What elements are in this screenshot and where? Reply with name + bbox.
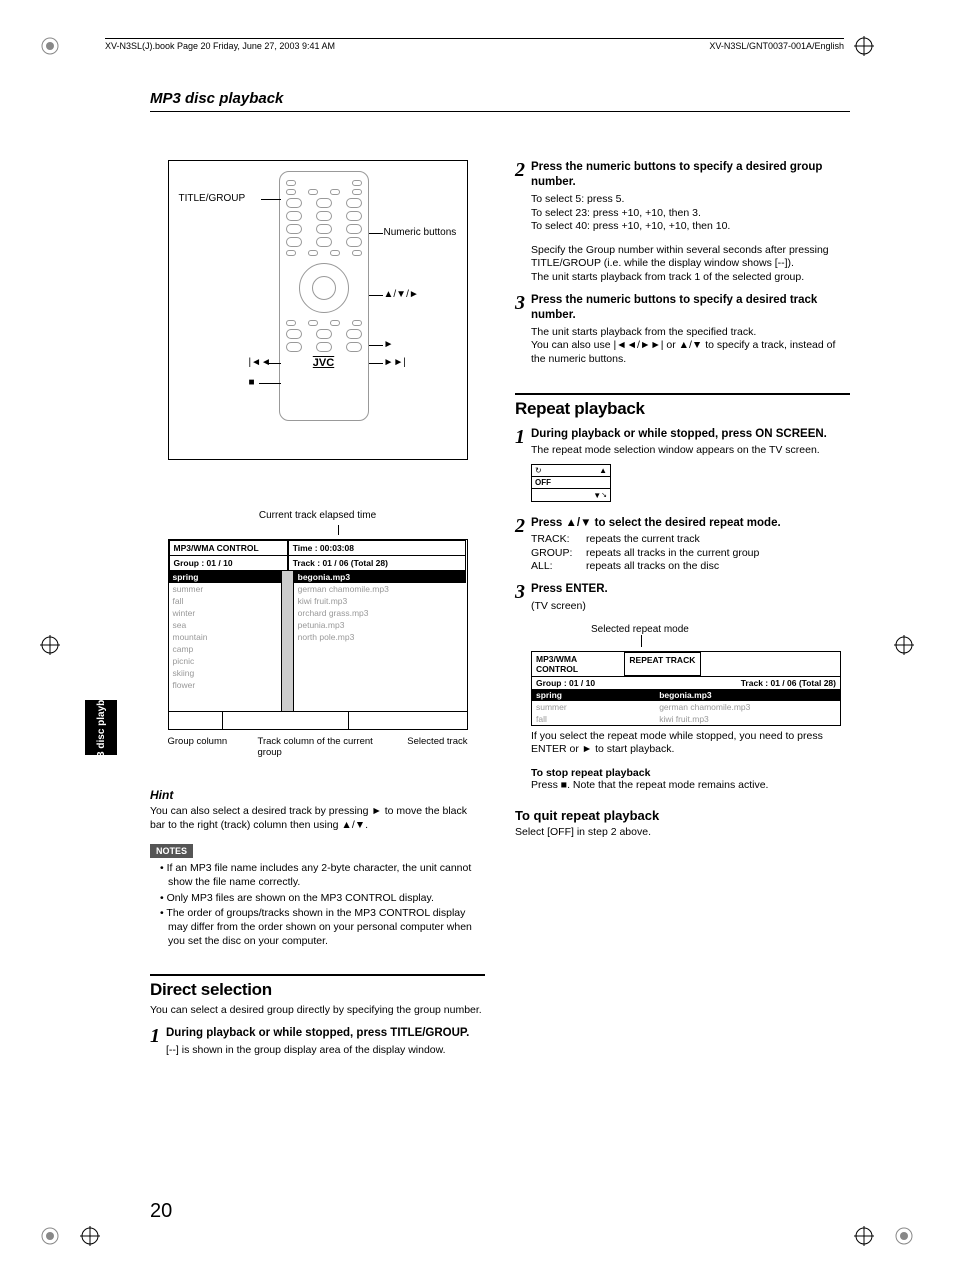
repeat-after: If you select the repeat mode while stop…: [531, 730, 850, 757]
hint-title: Hint: [150, 788, 485, 802]
ctrl-hdr-right: Time : 00:03:08: [288, 540, 467, 556]
quit-body: Select [OFF] in step 2 above.: [515, 825, 850, 839]
callout-play: ►: [384, 339, 394, 350]
remote-diagram: JVC TITLE/GROUP Numeric buttons ▲/▼/► ► …: [168, 160, 468, 460]
callout-numeric: Numeric buttons: [384, 227, 457, 238]
book-info: XV-N3SL(J).book Page 20 Friday, June 27,…: [105, 41, 335, 51]
reg-mark-bl: [40, 1226, 60, 1246]
note-item: If an MP3 file name includes any 2-byte …: [160, 862, 485, 889]
side-tab: MP3 disc playback: [85, 700, 117, 755]
track-item: north pole.mp3: [294, 631, 467, 643]
page-header: XV-N3SL(J).book Page 20 Friday, June 27,…: [105, 38, 844, 51]
reg-mark-tl: [40, 36, 60, 56]
callout-arrows: ▲/▼/►: [384, 289, 419, 300]
group-item: sea: [169, 619, 281, 631]
lbl-selected: Selected track: [378, 736, 468, 758]
callout-stop: ■: [249, 377, 255, 388]
callout-next: ►►|: [384, 357, 406, 368]
group-list: springsummerfallwinterseamountaincamppic…: [169, 571, 282, 711]
reg-mark-tr: [854, 36, 874, 56]
ctrl-caption: Current track elapsed time: [150, 510, 485, 521]
remote-body: JVC: [279, 171, 369, 421]
stop-body: Press ■. Note that the repeat mode remai…: [531, 779, 850, 793]
repeat-def: GROUP:repeats all tracks in the current …: [531, 547, 850, 561]
repeat-def: ALL:repeats all tracks on the disc: [531, 560, 850, 574]
group-item: summer: [169, 583, 281, 595]
track-item: german chamomile.mp3: [294, 583, 467, 595]
ctrl-sub-left: Group : 01 / 10: [169, 556, 288, 571]
quit-title: To quit repeat playback: [515, 808, 850, 823]
ctrl-labels: Group column Track column of the current…: [168, 736, 468, 758]
group-item: skiing: [169, 667, 281, 679]
reg-mark-br2: [854, 1226, 874, 1246]
track-list: begonia.mp3german chamomile.mp3kiwi frui…: [294, 571, 467, 711]
repeat-step1: 1 During playback or while stopped, pres…: [515, 427, 850, 509]
track-item: kiwi fruit.mp3: [294, 595, 467, 607]
note-item: The order of groups/tracks shown in the …: [160, 907, 485, 948]
repeat-def: TRACK:repeats the current track: [531, 533, 850, 547]
osd-box: ↻▲ OFF ▼↘: [531, 464, 611, 502]
track-item: orchard grass.mp3: [294, 607, 467, 619]
stop-hdr: To stop repeat playback: [531, 767, 850, 779]
group-item: flower: [169, 679, 281, 691]
notes-list: If an MP3 file name includes any 2-byte …: [150, 862, 485, 948]
group-item: winter: [169, 607, 281, 619]
selected-caption: Selected repeat mode: [591, 624, 850, 635]
right-column: 2 Press the numeric buttons to specify a…: [515, 120, 850, 1057]
track-item: begonia.mp3: [294, 571, 467, 583]
repeat-table: MP3/WMA CONTROL REPEAT TRACK Group : 01 …: [531, 651, 841, 726]
notes-label: NOTES: [150, 844, 193, 858]
direct-intro: You can select a desired group directly …: [150, 1004, 485, 1018]
left-column: JVC TITLE/GROUP Numeric buttons ▲/▼/► ► …: [150, 120, 485, 1057]
ctrl-sub-right: Track : 01 / 06 (Total 28): [288, 556, 467, 571]
hint-text: You can also select a desired track by p…: [150, 804, 485, 832]
reg-mark-br: [894, 1226, 914, 1246]
note-item: Only MP3 files are shown on the MP3 CONT…: [160, 892, 485, 906]
control-display-table: MP3/WMA CONTROL Time : 00:03:08 Group : …: [168, 539, 468, 712]
direct-title: Direct selection: [150, 980, 485, 1000]
ctrl-hdr-left: MP3/WMA CONTROL: [169, 540, 288, 556]
reg-mark-ml: [40, 635, 60, 655]
group-item: camp: [169, 643, 281, 655]
callout-title-group: TITLE/GROUP: [179, 193, 246, 204]
group-item: mountain: [169, 631, 281, 643]
remote-brand: JVC: [286, 357, 362, 369]
group-item: spring: [169, 571, 281, 583]
direct-step2: 2 Press the numeric buttons to specify a…: [515, 160, 850, 285]
lbl-track-col: Track column of the current group: [258, 736, 378, 758]
reg-mark-bl2: [80, 1226, 100, 1246]
repeat-defs: TRACK:repeats the current trackGROUP:rep…: [531, 533, 850, 574]
group-item: picnic: [169, 655, 281, 667]
group-item: fall: [169, 595, 281, 607]
lbl-group-col: Group column: [168, 736, 258, 758]
direct-step1: 1 During playback or while stopped, pres…: [150, 1026, 485, 1058]
page-title: MP3 disc playback: [150, 90, 850, 112]
page-number: 20: [150, 1200, 172, 1223]
repeat-step3: 3 Press ENTER. (TV screen) Selected repe…: [515, 582, 850, 793]
track-item: petunia.mp3: [294, 619, 467, 631]
repeat-title: Repeat playback: [515, 399, 850, 419]
reg-mark-mr: [894, 635, 914, 655]
model-info: XV-N3SL/GNT0037-001A/English: [709, 41, 844, 51]
repeat-step2: 2 Press ▲/▼ to select the desired repeat…: [515, 516, 850, 574]
direct-step3: 3 Press the numeric buttons to specify a…: [515, 293, 850, 367]
